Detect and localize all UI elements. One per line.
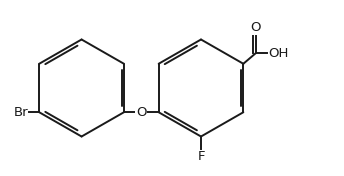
Text: Br: Br: [13, 106, 28, 119]
Text: O: O: [250, 21, 261, 34]
Text: O: O: [136, 106, 147, 119]
Text: OH: OH: [268, 47, 288, 60]
Text: F: F: [197, 150, 205, 163]
